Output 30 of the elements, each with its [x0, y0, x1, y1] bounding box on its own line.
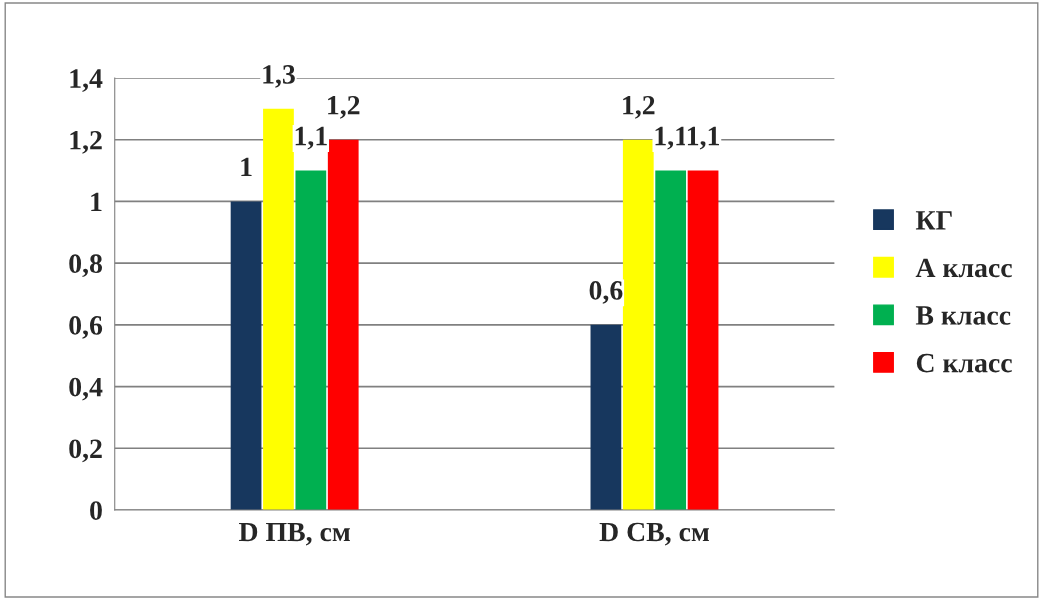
legend-label: В класс [915, 306, 1011, 325]
legend-label: С класс [916, 353, 1012, 373]
y-tick-label: 0,6 [69, 316, 103, 339]
y-tick-label: 0,4 [69, 377, 103, 401]
y-tick-label: 1,4 [70, 69, 103, 92]
bar [327, 139, 359, 510]
data-label: 1,3 [263, 65, 295, 88]
data-label: 1 [241, 157, 252, 177]
bar [687, 170, 719, 510]
data-label: 1,1 [295, 126, 327, 150]
bar [295, 170, 327, 510]
y-tick-label: 1,2 [70, 130, 102, 154]
bar [590, 324, 622, 510]
bar [230, 201, 262, 510]
data-label: 1,1 [655, 126, 687, 150]
data-label: 1,2 [328, 95, 360, 119]
bar [622, 139, 654, 510]
y-tick-label: 1 [91, 192, 102, 212]
data-label: 0,6 [589, 281, 623, 304]
y-tick-label: 0 [90, 501, 102, 520]
data-label: 1,1 [687, 126, 719, 150]
x-tick-label: D ПВ, см [239, 522, 350, 546]
bar [263, 108, 294, 510]
bar [655, 170, 687, 510]
data-label: 1,2 [623, 95, 655, 119]
legend-label: А класс [915, 258, 1012, 278]
y-tick-label: 0,8 [69, 254, 102, 278]
y-tick-label: 0,2 [69, 439, 102, 463]
x-tick-label: D СВ, см [599, 522, 709, 546]
legend-label: КГ [915, 211, 952, 230]
